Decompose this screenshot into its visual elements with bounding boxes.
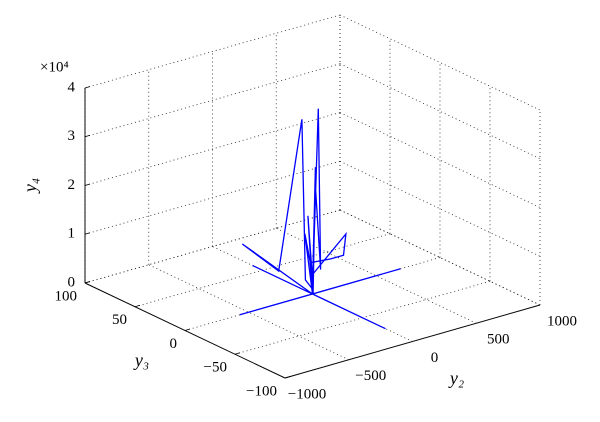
tick-mark (84, 232, 91, 235)
z-tick-label: 1 (68, 226, 76, 242)
grid-line (339, 14, 541, 111)
grid-line (84, 112, 341, 186)
grid-line (339, 209, 541, 306)
y-tick-label: −100 (246, 383, 277, 399)
x-tick-label: 1000 (547, 313, 577, 329)
y-tick-label: 0 (170, 336, 178, 352)
grid-line (84, 63, 341, 138)
x-tick-label: −500 (355, 368, 386, 384)
z-axis-label: y₄ (20, 178, 40, 194)
grid-line (84, 160, 341, 235)
x-tick-label: 0 (431, 350, 439, 366)
x-tick-label: 500 (487, 332, 510, 348)
z-tick-label: 3 (68, 128, 76, 144)
z-tick-label: 4 (68, 79, 76, 95)
tick-mark (84, 281, 91, 284)
tick-mark (84, 86, 91, 89)
grid-line (84, 282, 286, 379)
z-tick-label: 2 (68, 177, 76, 193)
grid-line (339, 160, 541, 257)
tick-mark (184, 328, 191, 331)
tick-mark (84, 134, 91, 138)
z-scale-label: ×10⁴ (40, 59, 69, 75)
grid-line (284, 304, 541, 379)
grid-line (339, 112, 541, 208)
y-axis-label: y₃ (133, 350, 149, 370)
x-tick-label: −1000 (288, 386, 326, 402)
grid-line (84, 209, 341, 284)
z-tick-label: 0 (68, 274, 76, 290)
y-tick-label: −50 (204, 360, 227, 376)
y-tick-label: 50 (112, 312, 127, 328)
tick-mark (284, 376, 291, 379)
tick-mark (84, 183, 91, 186)
tick-mark (134, 304, 141, 308)
tick-mark (234, 352, 241, 355)
grid-line (148, 264, 349, 361)
data-line (239, 108, 401, 330)
grid-line (339, 63, 541, 160)
y-tick-label: 100 (55, 288, 78, 304)
x-axis-label: y₂ (448, 368, 464, 388)
grid-line (84, 14, 341, 89)
